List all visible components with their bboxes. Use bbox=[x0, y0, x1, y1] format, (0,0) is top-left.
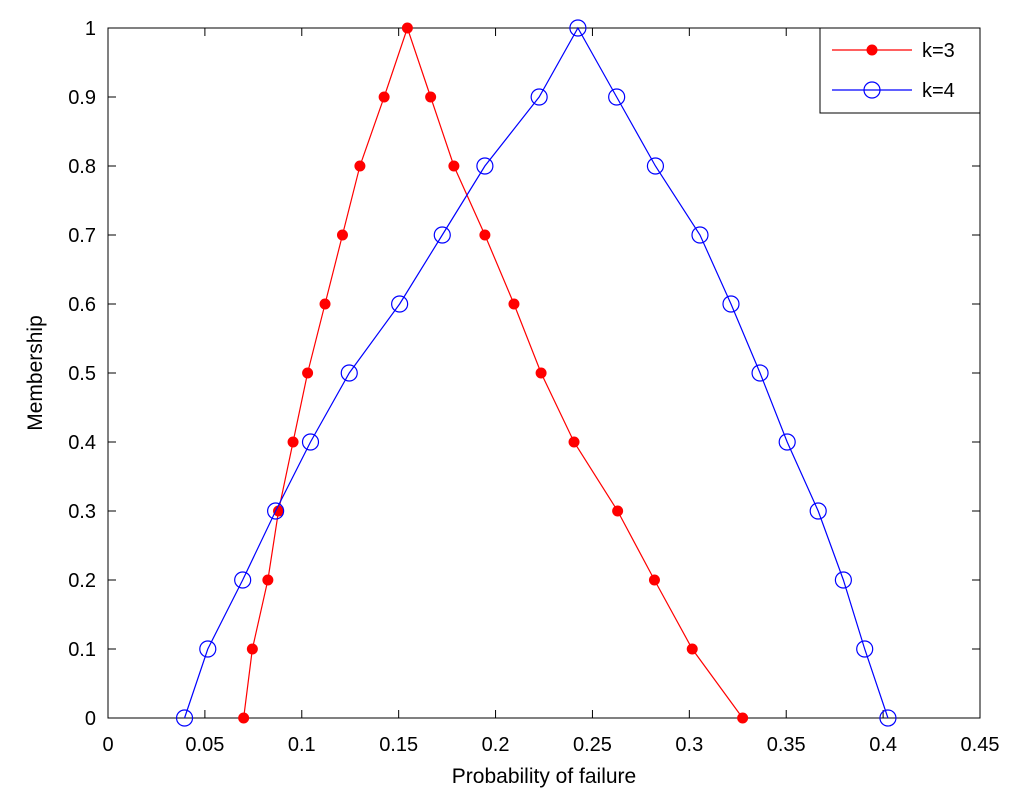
data-point bbox=[340, 364, 358, 382]
series-k-3 bbox=[238, 22, 749, 724]
legend-marker bbox=[866, 44, 878, 56]
legend-label: k=3 bbox=[922, 40, 955, 62]
legend-label: k=4 bbox=[922, 80, 955, 102]
data-point bbox=[319, 298, 331, 310]
x-tick-label: 0.45 bbox=[961, 734, 1000, 756]
y-tick-label: 0.4 bbox=[68, 432, 96, 454]
x-tick-label: 0.2 bbox=[482, 734, 510, 756]
x-tick-label: 0.25 bbox=[573, 734, 612, 756]
data-point bbox=[568, 436, 580, 448]
x-tick-labels: 0 0.05 0.1 0.15 0.2 0.25 0.3 0.35 0.4 0.45 bbox=[102, 734, 999, 756]
data-point bbox=[354, 160, 366, 172]
data-point bbox=[199, 640, 217, 658]
series-k-4 bbox=[175, 19, 897, 727]
data-point bbox=[691, 226, 709, 244]
data-point bbox=[391, 295, 409, 313]
data-point bbox=[648, 574, 660, 586]
y-tick-label: 0.1 bbox=[68, 639, 96, 661]
legend-entries: k=3 k=4 bbox=[832, 40, 955, 102]
axis-ticks bbox=[107, 27, 981, 719]
data-point bbox=[737, 712, 749, 724]
data-point bbox=[646, 157, 665, 175]
data-point bbox=[378, 91, 390, 103]
legend: k=3 k=4 bbox=[819, 27, 981, 114]
data-point bbox=[301, 433, 320, 451]
data-point bbox=[479, 229, 491, 241]
data-point bbox=[336, 229, 348, 241]
data-point bbox=[686, 643, 698, 655]
legend-entry: k=3 bbox=[832, 40, 955, 62]
y-tick-label: 0.3 bbox=[68, 501, 96, 523]
y-tick-labels: 0 0.1 0.2 0.3 0.4 0.5 0.6 0.7 0.8 0.9 1 bbox=[68, 18, 96, 730]
x-tick-label: 0.05 bbox=[185, 734, 224, 756]
data-point bbox=[246, 643, 258, 655]
legend-marker bbox=[863, 81, 881, 99]
x-tick-label: 0.3 bbox=[675, 734, 703, 756]
y-tick-label: 0.6 bbox=[68, 294, 96, 316]
x-tick-label: 0.1 bbox=[288, 734, 316, 756]
data-point bbox=[856, 640, 874, 658]
x-tick-label: 0.4 bbox=[869, 734, 897, 756]
data-point bbox=[267, 502, 285, 520]
data-point bbox=[834, 571, 852, 589]
data-point bbox=[751, 364, 769, 382]
data-point bbox=[175, 709, 194, 727]
data-point bbox=[722, 295, 740, 313]
data-point bbox=[535, 367, 547, 379]
data-point bbox=[401, 22, 413, 34]
series-line bbox=[183, 26, 889, 719]
data-point bbox=[238, 712, 250, 724]
data-point bbox=[879, 709, 897, 727]
x-tick-label: 0 bbox=[102, 734, 113, 756]
y-tick-label: 1 bbox=[85, 18, 96, 40]
x-tick-label: 0.15 bbox=[379, 734, 418, 756]
data-point bbox=[809, 502, 827, 520]
data-point bbox=[302, 367, 314, 379]
x-tick-label: 0.35 bbox=[767, 734, 806, 756]
data-point bbox=[476, 157, 494, 175]
y-tick-label: 0 bbox=[85, 708, 96, 730]
legend-box bbox=[819, 27, 981, 114]
data-point bbox=[234, 571, 252, 589]
data-point bbox=[433, 226, 451, 244]
data-point bbox=[612, 505, 624, 517]
y-axis-title: Membership bbox=[24, 315, 47, 431]
y-tick-label: 0.8 bbox=[68, 156, 96, 178]
x-axis-title: Probability of failure bbox=[452, 765, 636, 788]
data-point bbox=[287, 436, 299, 448]
y-tick-label: 0.5 bbox=[68, 363, 96, 385]
data-point bbox=[569, 19, 587, 37]
series-layer bbox=[175, 19, 897, 727]
y-tick-label: 0.7 bbox=[68, 225, 96, 247]
legend-entry: k=4 bbox=[832, 80, 955, 102]
data-point bbox=[262, 574, 274, 586]
y-tick-label: 0.9 bbox=[68, 87, 96, 109]
data-point bbox=[508, 298, 520, 310]
data-point bbox=[448, 160, 460, 172]
data-point bbox=[778, 433, 796, 451]
data-point bbox=[530, 88, 548, 106]
data-point bbox=[425, 91, 437, 103]
data-point bbox=[608, 88, 626, 106]
y-tick-label: 0.2 bbox=[68, 570, 96, 592]
